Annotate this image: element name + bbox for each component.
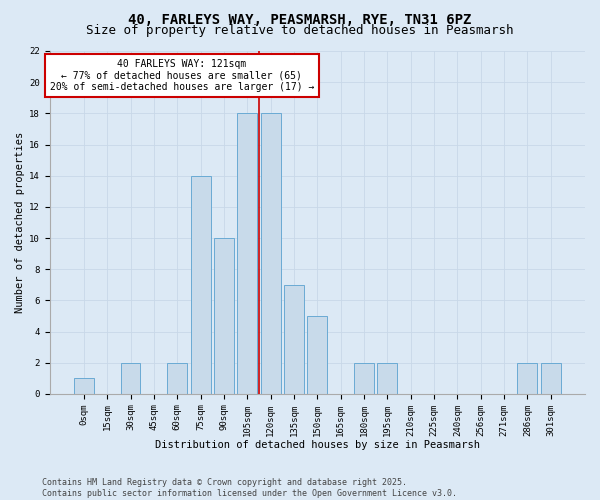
Bar [284,285,304,394]
Text: Size of property relative to detached houses in Peasmarsh: Size of property relative to detached ho… [86,24,514,37]
Bar [517,362,538,394]
Bar [261,114,281,394]
Text: Contains HM Land Registry data © Crown copyright and database right 2025.
Contai: Contains HM Land Registry data © Crown c… [42,478,457,498]
Bar [377,362,397,394]
Bar [307,316,327,394]
Bar [74,378,94,394]
Bar [167,362,187,394]
Y-axis label: Number of detached properties: Number of detached properties [15,132,25,313]
Bar [121,362,140,394]
Text: 40 FARLEYS WAY: 121sqm
← 77% of detached houses are smaller (65)
20% of semi-det: 40 FARLEYS WAY: 121sqm ← 77% of detached… [50,59,314,92]
Bar [214,238,234,394]
Bar [191,176,211,394]
Bar [541,362,560,394]
Text: 40, FARLEYS WAY, PEASMARSH, RYE, TN31 6PZ: 40, FARLEYS WAY, PEASMARSH, RYE, TN31 6P… [128,12,472,26]
Bar [238,114,257,394]
Bar [354,362,374,394]
X-axis label: Distribution of detached houses by size in Peasmarsh: Distribution of detached houses by size … [155,440,480,450]
